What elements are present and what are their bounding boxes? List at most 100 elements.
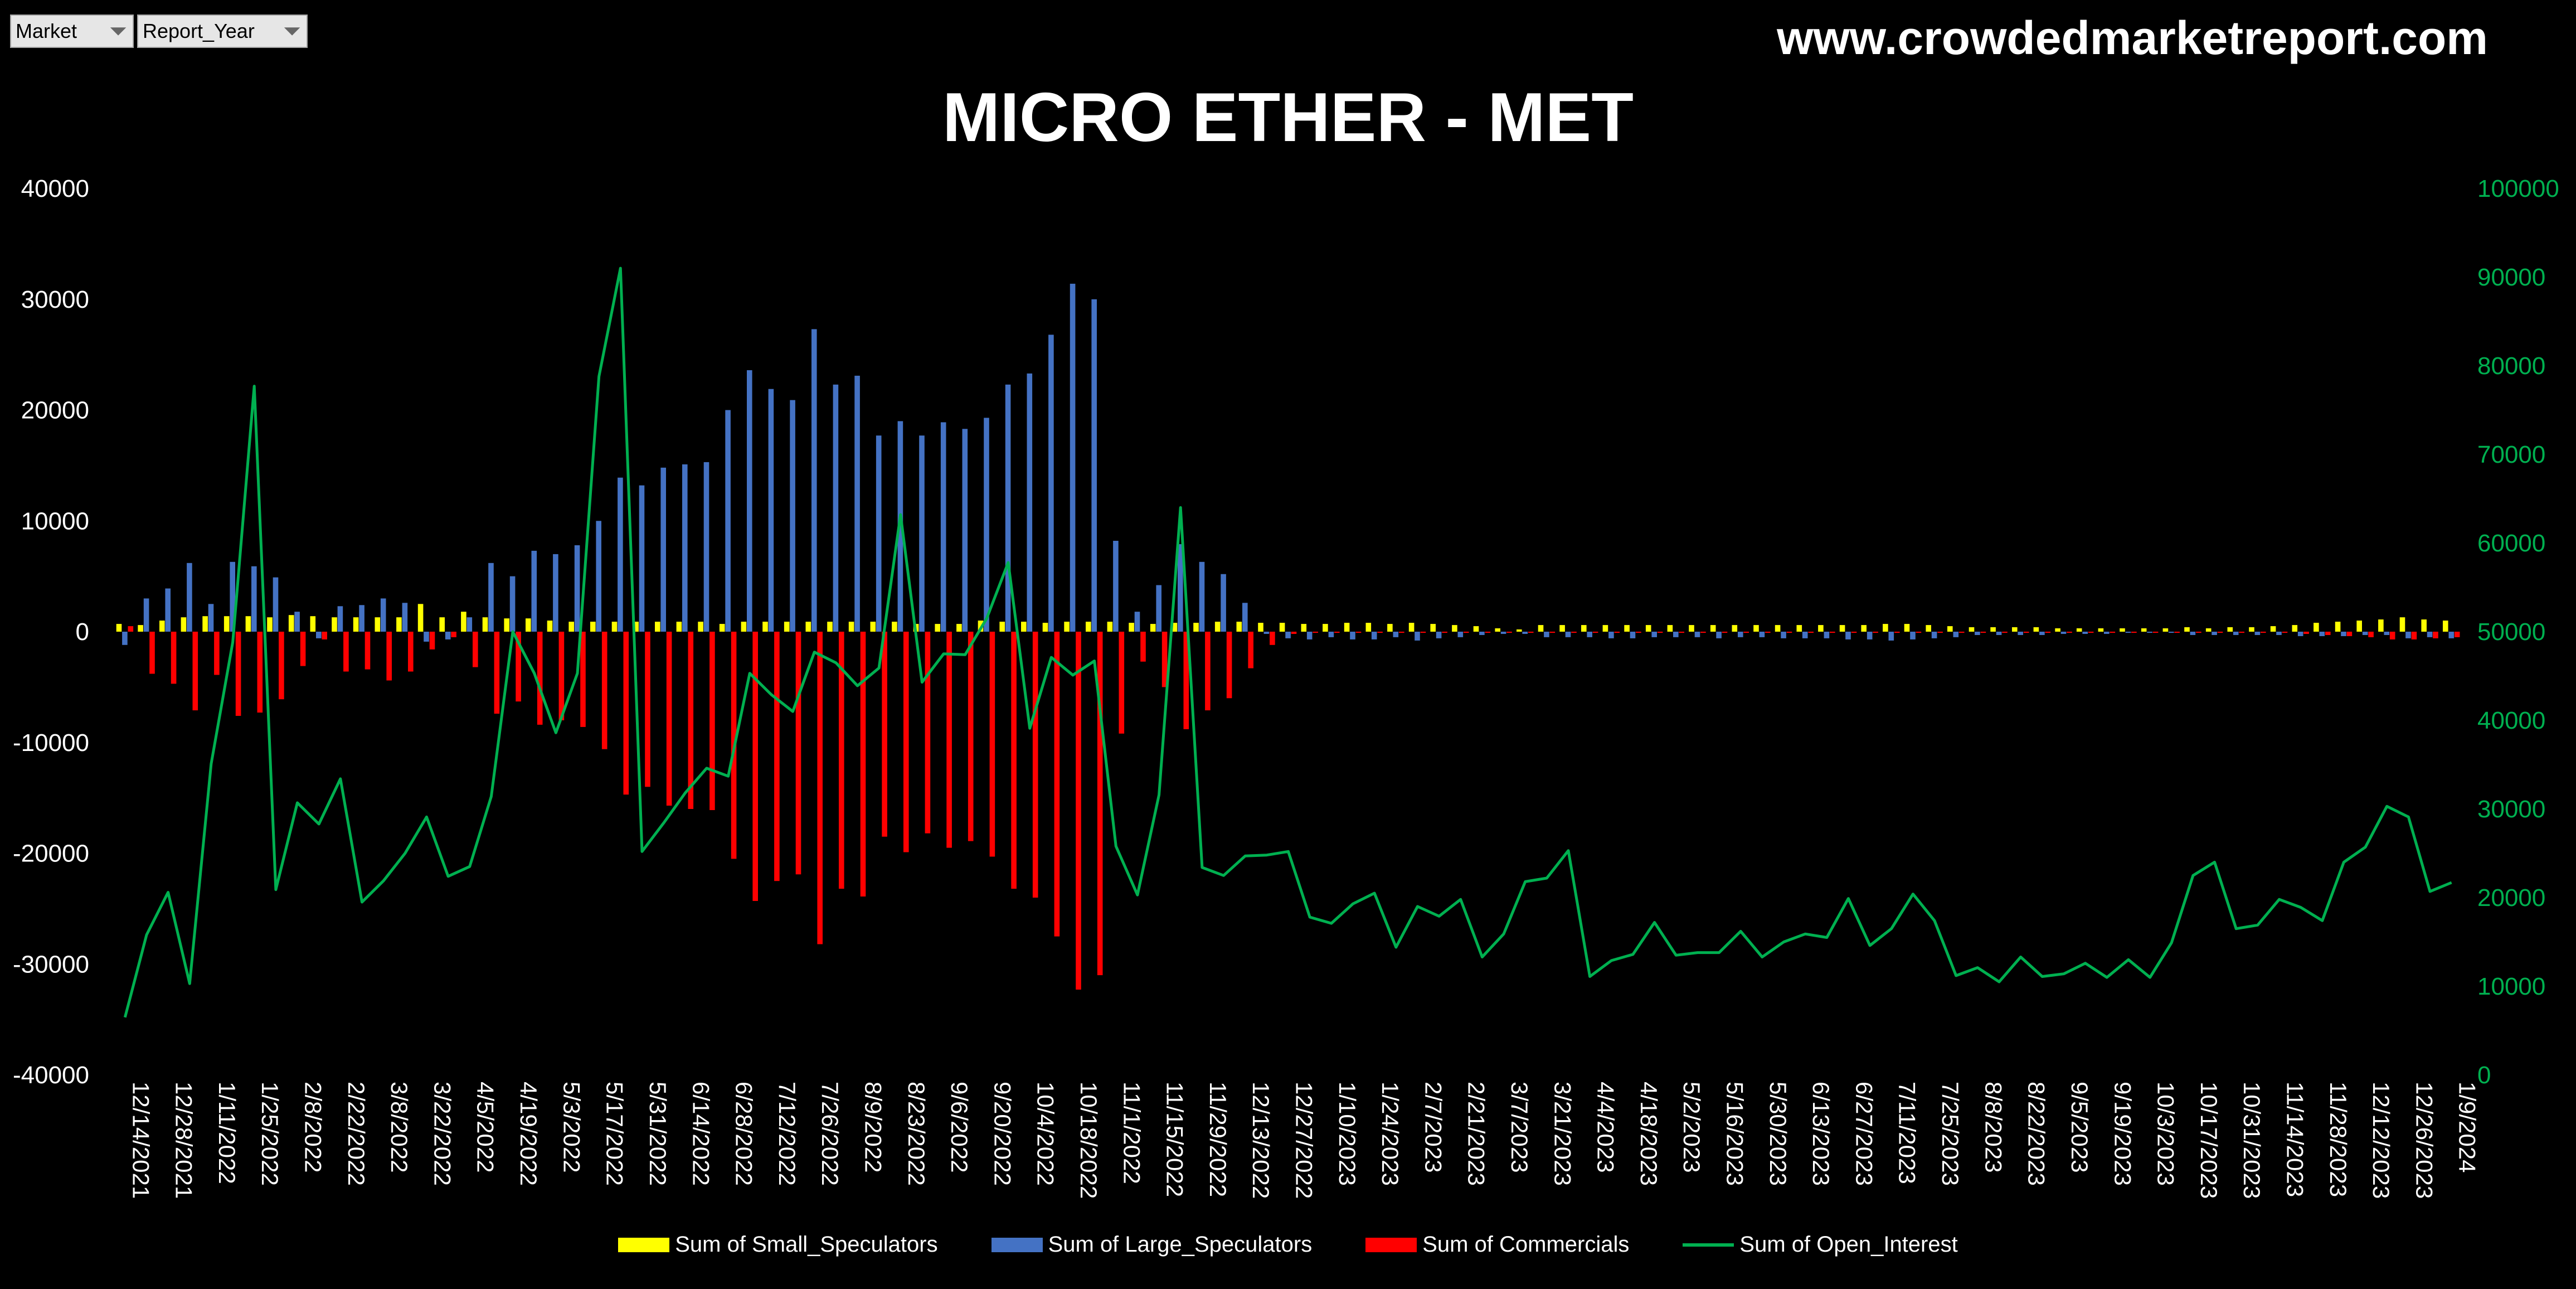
bar-small-speculators — [1301, 624, 1307, 632]
bar-small-speculators — [1947, 626, 1953, 632]
bar-large-speculators — [876, 435, 882, 632]
bar-small-speculators — [2141, 628, 2147, 632]
bar-large-speculators — [2018, 632, 2023, 635]
y2-tick-label: 100000 — [2477, 175, 2559, 202]
bar-commercials — [2411, 632, 2417, 639]
bar-commercials — [1161, 632, 1168, 687]
bar-small-speculators — [1452, 625, 1457, 632]
bar-commercials — [1226, 632, 1232, 699]
bar-commercials — [666, 632, 672, 806]
y2-tick-label: 30000 — [2477, 796, 2545, 823]
x-tick-label: 5/17/2022 — [602, 1082, 628, 1186]
bar-large-speculators — [1651, 632, 1657, 637]
bar-large-speculators — [1781, 632, 1786, 638]
bar-large-speculators — [1500, 632, 1506, 634]
bar-large-speculators — [1156, 585, 1161, 632]
bar-small-speculators — [2012, 627, 2018, 632]
y-tick-label: 0 — [76, 618, 89, 646]
bar-commercials — [688, 632, 694, 809]
bar-small-speculators — [1818, 625, 1824, 632]
bar-large-speculators — [1263, 632, 1270, 634]
bar-commercials — [2023, 632, 2029, 633]
bar-commercials — [322, 632, 327, 639]
bar-small-speculators — [181, 617, 187, 632]
bar-small-speculators — [1904, 624, 1910, 632]
x-tick-label: 5/3/2022 — [558, 1082, 585, 1173]
bar-commercials — [1894, 632, 1900, 633]
bar-commercials — [2131, 632, 2137, 633]
bar-large-speculators — [1306, 632, 1313, 639]
bar-small-speculators — [526, 618, 531, 632]
bar-small-speculators — [568, 622, 574, 632]
bar-large-speculators — [1371, 632, 1377, 639]
bar-small-speculators — [1021, 622, 1027, 632]
bar-small-speculators — [2313, 623, 2319, 632]
bar-small-speculators — [1387, 624, 1393, 632]
bar-small-speculators — [935, 624, 940, 632]
bar-commercials — [1679, 632, 1684, 633]
y-tick-label: -20000 — [13, 840, 89, 868]
bar-small-speculators — [2055, 628, 2060, 632]
bar-large-speculators — [1544, 632, 1549, 637]
market-filter-button[interactable]: Market ⏷ — [10, 14, 134, 48]
x-tick-label: 7/25/2023 — [1937, 1082, 1963, 1186]
bar-large-speculators — [1178, 544, 1183, 632]
bar-large-speculators — [2147, 632, 2152, 633]
bar-small-speculators — [999, 622, 1005, 632]
bar-small-speculators — [2120, 628, 2125, 632]
y2-tick-label: 0 — [2477, 1062, 2491, 1089]
legend-item-commercials: Sum of Commercials — [1365, 1232, 1629, 1257]
bar-small-speculators — [1365, 623, 1372, 632]
bar-commercials — [2217, 632, 2223, 633]
x-tick-label: 12/27/2022 — [1291, 1082, 1318, 1199]
bar-large-speculators — [1953, 632, 1959, 637]
bar-large-speculators — [919, 435, 925, 632]
x-tick-label: 3/8/2022 — [386, 1082, 412, 1173]
bar-large-speculators — [402, 603, 408, 632]
bar-small-speculators — [1150, 624, 1156, 632]
bar-commercials — [2110, 632, 2116, 633]
x-tick-label: 6/13/2023 — [1808, 1082, 1834, 1186]
bar-small-speculators — [698, 622, 703, 632]
x-tick-label: 6/14/2022 — [688, 1082, 714, 1186]
report-year-filter-button[interactable]: Report_Year ⏷ — [137, 14, 308, 48]
x-tick-label: 7/11/2023 — [1894, 1082, 1921, 1184]
y-tick-label: 20000 — [21, 397, 89, 424]
bar-large-speculators — [1091, 299, 1097, 632]
bar-commercials — [343, 632, 349, 672]
bar-commercials — [882, 632, 887, 837]
x-tick-label: 10/3/2023 — [2153, 1082, 2179, 1186]
bar-small-speculators — [439, 617, 445, 632]
bar-commercials — [1205, 632, 1211, 711]
bar-commercials — [752, 632, 758, 901]
bar-small-speculators — [805, 622, 811, 632]
x-tick-label: 9/5/2023 — [2067, 1082, 2093, 1173]
bar-large-speculators — [380, 598, 386, 632]
bar-commercials — [1399, 632, 1404, 633]
bar-large-speculators — [1931, 632, 1937, 638]
bar-commercials — [1097, 632, 1103, 976]
bar-small-speculators — [1236, 622, 1242, 632]
market-filter-label: Market — [16, 20, 77, 42]
bar-large-speculators — [1415, 632, 1420, 641]
bar-large-speculators — [1027, 373, 1033, 632]
bar-small-speculators — [784, 622, 790, 632]
bar-small-speculators — [1517, 629, 1522, 632]
bar-small-speculators — [2249, 627, 2254, 632]
x-tick-label: 3/7/2023 — [1506, 1082, 1533, 1173]
bar-large-speculators — [984, 418, 989, 632]
bar-small-speculators — [1861, 625, 1867, 632]
bar-small-speculators — [2399, 617, 2405, 632]
bar-commercials — [2088, 632, 2094, 633]
chart-legend: Sum of Small_Speculators Sum of Large_Sp… — [0, 1232, 2576, 1257]
bar-commercials — [1700, 632, 1706, 633]
legend-swatch-commercials — [1365, 1237, 1417, 1252]
bar-large-speculators — [1242, 603, 1248, 632]
x-tick-label: 9/6/2022 — [946, 1082, 973, 1173]
bar-small-speculators — [2098, 628, 2104, 632]
bar-small-speculators — [461, 612, 466, 632]
bar-large-speculators — [2297, 632, 2303, 636]
bar-small-speculators — [353, 617, 359, 632]
bar-commercials — [279, 632, 284, 700]
bar-commercials — [1420, 632, 1426, 633]
